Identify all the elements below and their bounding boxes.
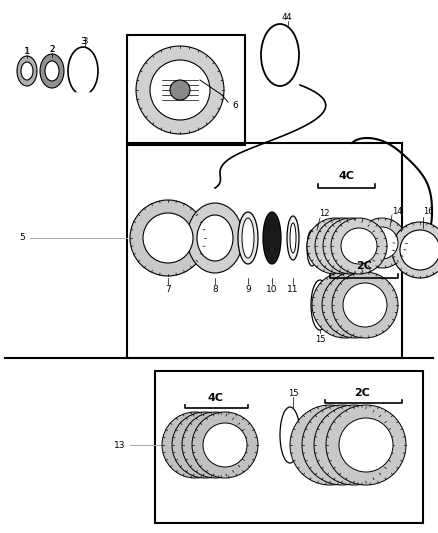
Text: 2C: 2C (354, 388, 370, 398)
Ellipse shape (311, 280, 329, 330)
Ellipse shape (341, 228, 377, 264)
Text: 12: 12 (319, 208, 329, 217)
Ellipse shape (287, 216, 299, 260)
Text: 4C: 4C (207, 393, 223, 403)
Ellipse shape (302, 405, 382, 485)
Ellipse shape (182, 412, 248, 478)
Ellipse shape (193, 423, 237, 467)
Ellipse shape (343, 283, 387, 327)
Ellipse shape (172, 412, 238, 478)
Text: 15: 15 (288, 389, 298, 398)
Ellipse shape (162, 412, 228, 478)
Bar (127, 143, 402, 358)
Text: 16: 16 (423, 207, 433, 216)
Ellipse shape (143, 213, 193, 263)
Ellipse shape (303, 418, 357, 472)
Text: 1: 1 (25, 46, 30, 55)
Ellipse shape (315, 418, 369, 472)
Ellipse shape (322, 272, 388, 338)
Ellipse shape (21, 62, 33, 80)
Ellipse shape (332, 272, 398, 338)
Bar (155, 371, 423, 523)
Ellipse shape (183, 423, 227, 467)
Ellipse shape (238, 212, 258, 264)
Ellipse shape (173, 423, 217, 467)
Ellipse shape (366, 227, 398, 259)
Ellipse shape (192, 412, 258, 478)
Ellipse shape (45, 61, 59, 81)
Text: 11: 11 (287, 286, 299, 295)
Text: 2C: 2C (356, 261, 372, 271)
Ellipse shape (290, 405, 370, 485)
Ellipse shape (136, 46, 224, 134)
Ellipse shape (325, 228, 361, 264)
Text: 8: 8 (212, 286, 218, 295)
Ellipse shape (263, 212, 281, 264)
Ellipse shape (317, 228, 353, 264)
Ellipse shape (333, 283, 377, 327)
Text: 4C: 4C (339, 171, 354, 181)
Text: 6: 6 (232, 101, 238, 109)
Ellipse shape (203, 423, 247, 467)
Ellipse shape (307, 218, 363, 274)
Ellipse shape (170, 80, 190, 100)
Text: 2: 2 (49, 44, 55, 53)
Text: 1: 1 (24, 46, 30, 55)
Ellipse shape (40, 54, 64, 88)
Ellipse shape (312, 272, 378, 338)
Ellipse shape (326, 405, 406, 485)
Text: 4: 4 (281, 12, 287, 21)
Text: 13: 13 (114, 440, 126, 449)
Ellipse shape (315, 218, 371, 274)
Text: 3: 3 (82, 36, 88, 45)
Ellipse shape (17, 56, 37, 86)
Ellipse shape (327, 418, 381, 472)
Ellipse shape (280, 407, 300, 463)
Ellipse shape (130, 200, 206, 276)
Ellipse shape (150, 60, 210, 120)
Text: 9: 9 (245, 286, 251, 295)
Ellipse shape (323, 283, 367, 327)
Ellipse shape (307, 230, 317, 266)
Ellipse shape (290, 223, 296, 253)
Ellipse shape (197, 215, 233, 261)
Text: 15: 15 (315, 335, 325, 344)
Ellipse shape (400, 230, 438, 270)
Ellipse shape (187, 203, 243, 273)
Ellipse shape (314, 405, 394, 485)
Text: 2: 2 (49, 44, 55, 53)
Ellipse shape (331, 218, 387, 274)
Ellipse shape (323, 218, 379, 274)
Text: 14: 14 (392, 206, 402, 215)
Text: 5: 5 (19, 233, 25, 243)
Ellipse shape (242, 218, 254, 258)
Ellipse shape (357, 218, 407, 268)
Ellipse shape (392, 222, 438, 278)
Ellipse shape (339, 418, 393, 472)
Text: 7: 7 (165, 286, 171, 295)
Text: 4: 4 (285, 12, 291, 21)
Text: 10: 10 (266, 286, 278, 295)
Bar (127, 35, 245, 145)
Text: 3: 3 (80, 36, 86, 45)
Ellipse shape (333, 228, 369, 264)
